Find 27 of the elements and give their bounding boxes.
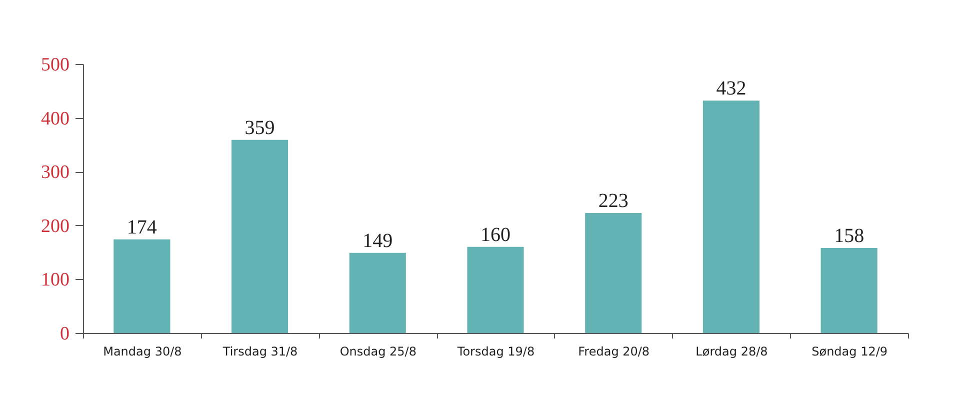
data-label: 359	[244, 116, 275, 139]
x-tick-label: Lørdag 28/8	[696, 344, 768, 358]
bar	[702, 100, 760, 333]
x-tick-label: Mandag 30/8	[103, 344, 182, 358]
x-tick-label: Søndag 12/9	[812, 344, 888, 358]
y-tick-label: 0	[60, 324, 70, 344]
bar	[585, 213, 642, 333]
x-tick-label: Onsdag 25/8	[340, 344, 416, 358]
y-tick-label: 400	[41, 108, 70, 130]
data-label: 160	[480, 224, 510, 246]
data-label: 158	[834, 224, 864, 247]
bar	[820, 248, 878, 333]
bar	[114, 239, 170, 333]
data-label: 432	[716, 78, 746, 100]
y-tick-label: 100	[41, 270, 70, 291]
bar	[467, 246, 524, 333]
bar	[232, 140, 288, 333]
data-label: 223	[598, 190, 628, 212]
y-tick-label: 300	[41, 162, 70, 184]
bar	[349, 252, 406, 333]
x-tick-label: Torsdag 19/8	[456, 344, 535, 358]
data-label: 149	[362, 230, 393, 252]
x-tick-label: Fredag 20/8	[578, 344, 650, 358]
y-tick-label: 500	[41, 54, 70, 76]
x-tick-label: Tirsdag 31/8	[222, 344, 298, 358]
y-tick-label: 200	[41, 216, 70, 237]
data-label: 174	[126, 216, 157, 238]
